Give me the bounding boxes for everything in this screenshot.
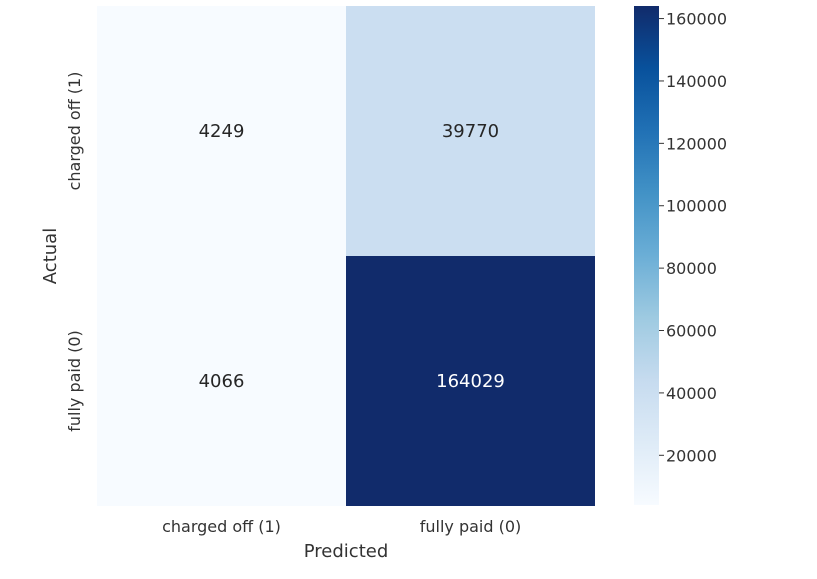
colorbar-tick-label-2: 60000 [666,322,717,341]
x-tick-label-0: charged off (1) [162,517,281,536]
heatmap-cell-r0-c1 [346,6,595,256]
heatmap-cell-r0-c0 [97,6,346,256]
colorbar-tick-label-5: 120000 [666,134,727,153]
colorbar-tick-label-4: 100000 [666,197,727,216]
x-axis-label: Predicted [304,541,389,562]
y-tick-label-1: fully paid (0) [65,330,84,432]
y-tick-label-0: charged off (1) [65,72,84,191]
heatmap-cell-r1-c1 [346,256,595,506]
colorbar-tick-label-6: 140000 [666,72,727,91]
cell-value-r0-c1: 39770 [442,121,499,142]
colorbar-tick-label-0: 20000 [666,446,717,465]
colorbar-tick-label-3: 80000 [666,259,717,278]
y-axis-label: Actual [40,228,61,284]
colorbar-tick-label-1: 40000 [666,384,717,403]
x-tick-label-1: fully paid (0) [420,517,522,536]
x-tick-labels: charged off (1) fully paid (0) [162,517,521,536]
heatmap-cell-r1-c0 [97,256,346,506]
y-tick-labels: charged off (1) fully paid (0) [65,72,84,432]
cell-value-r0-c0: 4249 [199,121,245,142]
colorbar-ticks: 20000 40000 60000 80000 100000 120000 140000 16… [659,10,727,465]
colorbar-tick-label-7: 160000 [666,10,727,29]
heatmap-cell-labels: 4249 39770 4066 164029 [199,121,505,392]
heatmap-cells [97,6,595,506]
colorbar [634,6,659,505]
cell-value-r1-c1: 164029 [436,371,505,392]
cell-value-r1-c0: 4066 [199,371,245,392]
